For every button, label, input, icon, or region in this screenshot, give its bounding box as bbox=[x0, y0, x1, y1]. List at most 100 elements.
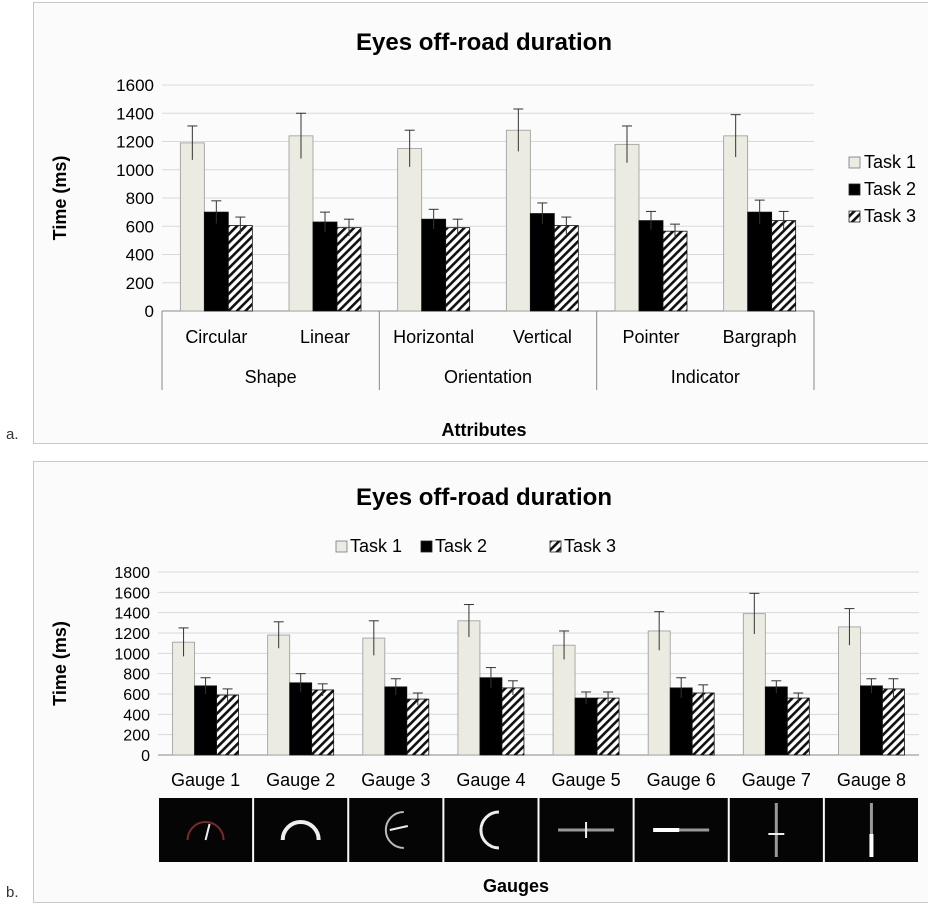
x-tick-label: Vertical bbox=[513, 327, 572, 347]
gauge-tile bbox=[254, 798, 348, 862]
bar-task-2 bbox=[289, 682, 313, 756]
legend-swatch-2 bbox=[848, 183, 861, 196]
bar-task-1 bbox=[742, 613, 766, 756]
bar-task-2 bbox=[421, 218, 447, 312]
y-tick-label: 200 bbox=[123, 728, 150, 745]
legend: Task 1 Task 2 Task 3 bbox=[848, 152, 916, 226]
legend-label: Task 3 bbox=[864, 206, 916, 226]
bar-task-3 bbox=[311, 689, 335, 756]
x-tick-label: Linear bbox=[300, 327, 350, 347]
y-tick-label: 1400 bbox=[116, 104, 154, 123]
bar-task-2 bbox=[529, 213, 555, 312]
x-tick-label: Gauge 6 bbox=[647, 770, 716, 790]
legend: Task 1 Task 2 Task 3 bbox=[335, 536, 616, 556]
y-axis-label: Time (ms) bbox=[50, 156, 70, 241]
legend-label: Task 2 bbox=[435, 536, 487, 556]
y-tick-label: 800 bbox=[123, 667, 150, 684]
bar-task-1 bbox=[172, 641, 195, 756]
gauge-circular-bargraph-icon bbox=[254, 798, 348, 862]
bar-task-2 bbox=[479, 677, 503, 756]
bar-task-1 bbox=[267, 634, 291, 756]
bar-task-1 bbox=[362, 637, 386, 756]
bar-task-2 bbox=[764, 686, 788, 756]
y-tick-label: 0 bbox=[145, 302, 154, 321]
bar-task-3 bbox=[771, 220, 797, 312]
legend-swatch-3 bbox=[848, 210, 861, 223]
gauge-arc bbox=[186, 821, 225, 841]
gauge-needle bbox=[389, 825, 409, 831]
legend-swatch-1 bbox=[335, 540, 348, 553]
chart-panel-a: Eyes off-road duration Time (ms) 0 200 400 60… bbox=[33, 2, 928, 444]
bar-task-3 bbox=[445, 227, 471, 312]
gauge-vertical-bargraph-arc-icon bbox=[444, 798, 538, 862]
x-tick-label: Gauge 8 bbox=[837, 770, 906, 790]
bar-task-3 bbox=[336, 227, 362, 312]
legend-swatch-1 bbox=[848, 156, 861, 169]
legend-label: Task 1 bbox=[350, 536, 402, 556]
y-tick-label: 600 bbox=[126, 217, 154, 236]
group-label: Orientation bbox=[444, 367, 532, 387]
gauge-needle bbox=[204, 823, 211, 841]
y-axis-label: Time (ms) bbox=[50, 621, 70, 706]
bar-task-2 bbox=[194, 685, 217, 756]
panel-label-a: a. bbox=[6, 426, 19, 443]
x-tick-label: Gauge 2 bbox=[266, 770, 335, 790]
bar-task-1 bbox=[552, 644, 576, 756]
bar-task-1 bbox=[457, 620, 481, 756]
gauge-horizontal-bargraph-icon bbox=[634, 798, 728, 862]
bar-task-1 bbox=[288, 135, 314, 312]
bar-task-1 bbox=[838, 626, 861, 756]
gauge-arc bbox=[384, 811, 404, 849]
bar-task-2 bbox=[384, 686, 408, 756]
bar-task-2 bbox=[203, 211, 229, 312]
x-tick-label: Gauge 1 bbox=[171, 770, 240, 790]
x-tick-label: Bargraph bbox=[723, 327, 797, 347]
gauge-arc bbox=[280, 820, 321, 841]
bar-task-3 bbox=[227, 225, 253, 312]
bar-task-1 bbox=[614, 143, 640, 312]
x-axis-label: Attributes bbox=[442, 420, 527, 440]
x-tick-label: Gauge 3 bbox=[361, 770, 430, 790]
chart-title: Eyes off-road duration bbox=[356, 484, 612, 511]
y-tick-label: 600 bbox=[123, 687, 150, 704]
bar-task-1 bbox=[505, 129, 531, 312]
gauge-arc bbox=[479, 810, 500, 850]
bar-task-1 bbox=[397, 148, 423, 312]
chart-a: Eyes off-road duration Time (ms) 0 200 400 60… bbox=[50, 29, 916, 440]
chart-panel-b: Eyes off-road duration Time (ms) 0 200 400 60… bbox=[33, 461, 928, 903]
y-tick-label: 800 bbox=[126, 189, 154, 208]
y-tick-label: 1400 bbox=[114, 606, 150, 623]
y-tick-label: 400 bbox=[126, 246, 154, 265]
panel-label-b: b. bbox=[6, 884, 19, 901]
y-tick-label: 1000 bbox=[114, 646, 150, 663]
bar-task-3 bbox=[662, 230, 688, 312]
bar-task-3 bbox=[553, 225, 579, 312]
x-tick-label: Gauge 7 bbox=[742, 770, 811, 790]
bar-task-2 bbox=[574, 697, 598, 756]
bar-task-2 bbox=[312, 221, 338, 312]
bar-task-2 bbox=[747, 211, 773, 312]
y-tick-label: 1800 bbox=[114, 565, 150, 582]
y-tick-label: 1600 bbox=[116, 76, 154, 95]
y-tick-label: 200 bbox=[126, 274, 154, 293]
gauge-tile bbox=[349, 798, 443, 862]
bar-task-3 bbox=[691, 692, 715, 756]
legend-label: Task 3 bbox=[564, 536, 616, 556]
gauge-vertical-pointer-arc-icon bbox=[349, 798, 443, 862]
bar-task-3 bbox=[501, 687, 525, 756]
x-axis-label: Gauges bbox=[483, 876, 549, 896]
legend-swatch-2 bbox=[420, 540, 433, 553]
bar-task-2 bbox=[638, 220, 664, 312]
bar-task-3 bbox=[786, 697, 810, 756]
x-tick-label: Pointer bbox=[622, 327, 679, 347]
gauge-tile bbox=[159, 798, 253, 862]
x-tick-label: Gauge 5 bbox=[552, 770, 621, 790]
gauge-circular-pointer-icon bbox=[159, 798, 253, 862]
gauge-vertical-bargraph-icon bbox=[824, 798, 918, 862]
x-tick-label: Horizontal bbox=[393, 327, 474, 347]
gauge-horizontal-pointer-icon bbox=[539, 798, 633, 862]
gauge-vertical-pointer-icon bbox=[729, 798, 823, 862]
y-tick-label: 1200 bbox=[114, 626, 150, 643]
bar-task-1 bbox=[179, 142, 205, 312]
legend-label: Task 2 bbox=[864, 179, 916, 199]
